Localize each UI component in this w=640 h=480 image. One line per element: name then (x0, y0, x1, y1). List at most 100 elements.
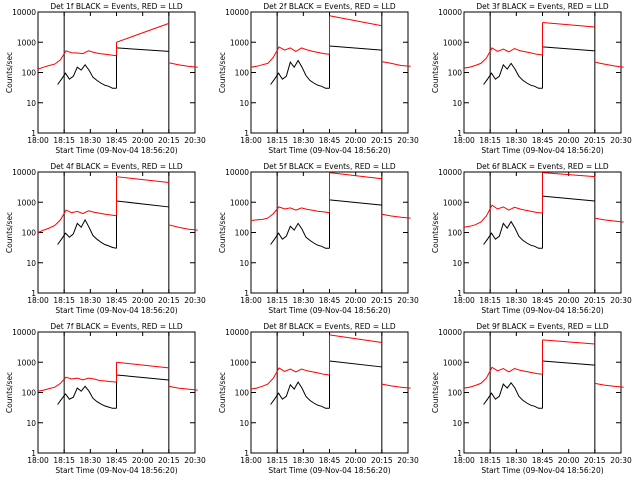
events-plateau (116, 374, 169, 381)
chart-panel-4f: Det 4f BLACK = Events, RED = LLD 18:00 18:… (5, 162, 206, 315)
y-tick-label: 1 (31, 129, 36, 138)
x-tick-label: 20:00 (132, 456, 154, 465)
chart-panel-6f: Det 6f BLACK = Events, RED = LLD 18:00 18:… (431, 162, 632, 315)
x-tick-label: 20:15 (584, 456, 606, 465)
y-tick-label: 1000 (230, 198, 249, 207)
y-tick-label: 10000 (225, 168, 249, 177)
x-tick-label: 18:15 (266, 296, 288, 305)
x-tick-label: 20:00 (132, 296, 154, 305)
x-tick-label: 18:00 (240, 296, 262, 305)
lld-tail-line (594, 217, 624, 223)
chart-panel-5f: Det 5f BLACK = Events, RED = LLD 18:00 18:… (218, 162, 419, 315)
x-axis-label: Start Time (09-Nov-04 18:56:20) (55, 466, 177, 475)
x-tick-label: 18:30 (506, 136, 528, 145)
chart-panel-9f: Det 9f BLACK = Events, RED = LLD 18:00 18:… (431, 322, 632, 475)
x-tick-label: 18:30 (80, 296, 102, 305)
x-tick-label: 20:15 (158, 456, 180, 465)
x-tick-label: 18:45 (532, 296, 554, 305)
y-tick-label: 10000 (438, 328, 462, 337)
y-axis-label: Counts/sec (5, 372, 14, 413)
chart-panel-3f: Det 3f BLACK = Events, RED = LLD 18:00 18:… (431, 2, 632, 155)
series-line-events (57, 63, 117, 89)
x-tick-label: 20:00 (345, 136, 367, 145)
y-tick-label: 1 (244, 289, 249, 298)
y-tick-label: 10 (452, 259, 462, 268)
x-axis-label: Start Time (09-Nov-04 18:56:20) (481, 466, 603, 475)
y-tick-label: 10 (239, 419, 249, 428)
y-tick-label: 1000 (17, 358, 36, 367)
x-tick-label: 20:00 (558, 296, 580, 305)
x-tick-label: 18:30 (80, 136, 102, 145)
chart-title: Det 9f BLACK = Events, RED = LLD (476, 322, 609, 331)
x-tick-label: 20:00 (558, 136, 580, 145)
y-tick-label: 1 (244, 129, 249, 138)
lld-plateau (329, 172, 382, 180)
x-tick-label: 18:45 (319, 456, 341, 465)
y-tick-label: 100 (22, 69, 37, 78)
x-axis-label: Start Time (09-Nov-04 18:56:20) (268, 146, 390, 155)
lld-tail-line (168, 385, 198, 391)
x-tick-label: 18:15 (479, 456, 501, 465)
chart-title: Det 8f BLACK = Events, RED = LLD (263, 322, 396, 331)
chart-title: Det 3f BLACK = Events, RED = LLD (476, 2, 609, 11)
y-tick-label: 1 (457, 289, 462, 298)
y-tick-label: 100 (235, 389, 250, 398)
x-tick-label: 20:15 (371, 296, 393, 305)
x-tick-label: 18:30 (293, 296, 315, 305)
chart-title: Det 2f BLACK = Events, RED = LLD (263, 2, 396, 11)
x-tick-label: 18:15 (53, 296, 75, 305)
y-tick-label: 1 (457, 129, 462, 138)
x-tick-label: 20:30 (184, 136, 206, 145)
x-tick-label: 20:30 (610, 136, 632, 145)
lld-tail-line (381, 61, 411, 67)
y-axis-label: Counts/sec (431, 372, 440, 413)
y-tick-label: 100 (448, 389, 463, 398)
x-tick-label: 18:00 (27, 296, 49, 305)
x-axis-label: Start Time (09-Nov-04 18:56:20) (268, 466, 390, 475)
x-tick-label: 20:15 (584, 136, 606, 145)
y-tick-label: 100 (235, 229, 250, 238)
x-tick-label: 18:45 (106, 296, 128, 305)
x-tick-label: 18:30 (506, 296, 528, 305)
y-axis-label: Counts/sec (5, 52, 14, 93)
x-axis-label: Start Time (09-Nov-04 18:56:20) (268, 306, 390, 315)
x-tick-label: 20:30 (184, 456, 206, 465)
x-tick-label: 18:15 (53, 136, 75, 145)
lld-tail-line (594, 61, 624, 68)
lld-tail-line (594, 382, 624, 388)
x-tick-label: 18:15 (479, 136, 501, 145)
lld-plateau (542, 21, 595, 28)
y-tick-label: 1000 (17, 198, 36, 207)
events-plateau (542, 360, 595, 366)
x-tick-label: 20:00 (132, 136, 154, 145)
series-line-lld (37, 376, 117, 392)
y-tick-label: 100 (448, 229, 463, 238)
x-tick-label: 18:00 (240, 136, 262, 145)
x-tick-label: 20:15 (584, 296, 606, 305)
x-tick-label: 18:30 (80, 456, 102, 465)
x-tick-label: 18:30 (293, 456, 315, 465)
x-axis-label: Start Time (09-Nov-04 18:56:20) (55, 306, 177, 315)
y-tick-label: 10000 (438, 168, 462, 177)
x-tick-label: 18:45 (319, 136, 341, 145)
lld-tail-line (381, 383, 411, 389)
y-tick-label: 10 (26, 99, 36, 108)
events-plateau (542, 46, 595, 52)
x-tick-label: 18:30 (506, 456, 528, 465)
x-tick-label: 18:00 (27, 136, 49, 145)
series-line-events (270, 59, 330, 89)
chart-title: Det 7f BLACK = Events, RED = LLD (50, 322, 183, 331)
x-tick-label: 18:45 (106, 456, 128, 465)
x-tick-label: 18:15 (53, 456, 75, 465)
y-tick-label: 1 (244, 449, 249, 458)
events-plateau (329, 45, 382, 51)
x-tick-label: 18:45 (532, 136, 554, 145)
x-tick-label: 18:00 (453, 296, 475, 305)
y-tick-label: 10 (239, 259, 249, 268)
series-line-lld (250, 206, 330, 221)
y-tick-label: 10000 (438, 8, 462, 17)
x-tick-label: 20:30 (610, 296, 632, 305)
chart-title: Det 6f BLACK = Events, RED = LLD (476, 162, 609, 171)
series-line-lld (463, 204, 543, 228)
lld-tail-line (168, 224, 198, 231)
